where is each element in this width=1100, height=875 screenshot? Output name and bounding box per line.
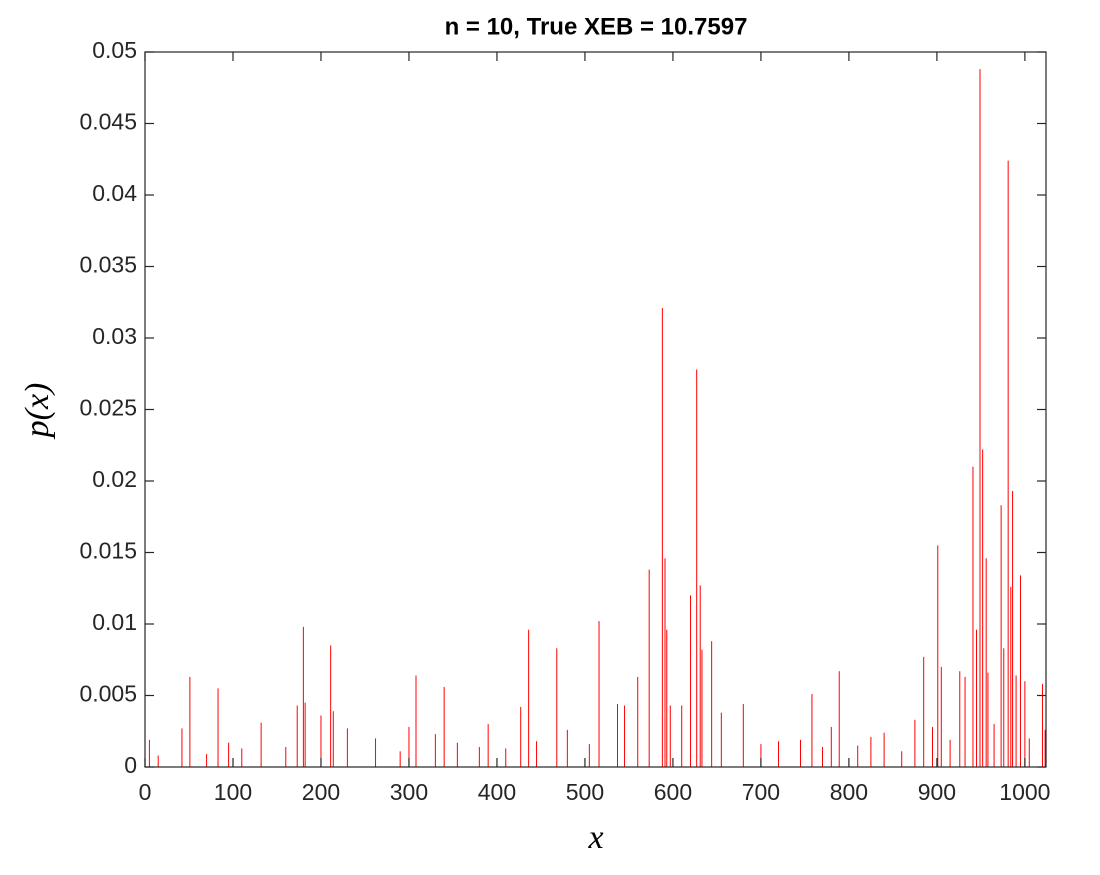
x-tick-label: 900 — [918, 779, 956, 805]
y-tick-label: 0.05 — [92, 37, 137, 63]
y-tick-label: 0.04 — [92, 180, 137, 206]
y-tick-label: 0.035 — [79, 252, 137, 278]
x-tick-label: 300 — [390, 779, 428, 805]
x-tick-label: 400 — [478, 779, 516, 805]
x-tick-label: 1000 — [999, 779, 1050, 805]
x-axis-label: x — [587, 819, 603, 856]
y-tick-label: 0.015 — [79, 538, 137, 564]
x-tick-label: 600 — [654, 779, 692, 805]
x-tick-label: 200 — [302, 779, 340, 805]
x-tick-label: 500 — [566, 779, 604, 805]
x-tick-label: 800 — [830, 779, 868, 805]
x-tick-label: 0 — [139, 779, 152, 805]
y-tick-label: 0.045 — [79, 109, 137, 135]
y-tick-label: 0.03 — [92, 323, 137, 349]
y-axis-label: p(x) — [19, 383, 56, 440]
y-tick-label: 0 — [124, 752, 137, 778]
x-tick-label: 100 — [214, 779, 252, 805]
y-tick-label: 0.025 — [79, 395, 137, 421]
y-tick-label: 0.005 — [79, 681, 137, 707]
chart-title: n = 10, True XEB = 10.7597 — [445, 13, 748, 40]
x-tick-label: 700 — [742, 779, 780, 805]
y-tick-label: 0.02 — [92, 466, 137, 492]
y-tick-label: 0.01 — [92, 609, 137, 635]
plot-frame — [144, 51, 1047, 768]
